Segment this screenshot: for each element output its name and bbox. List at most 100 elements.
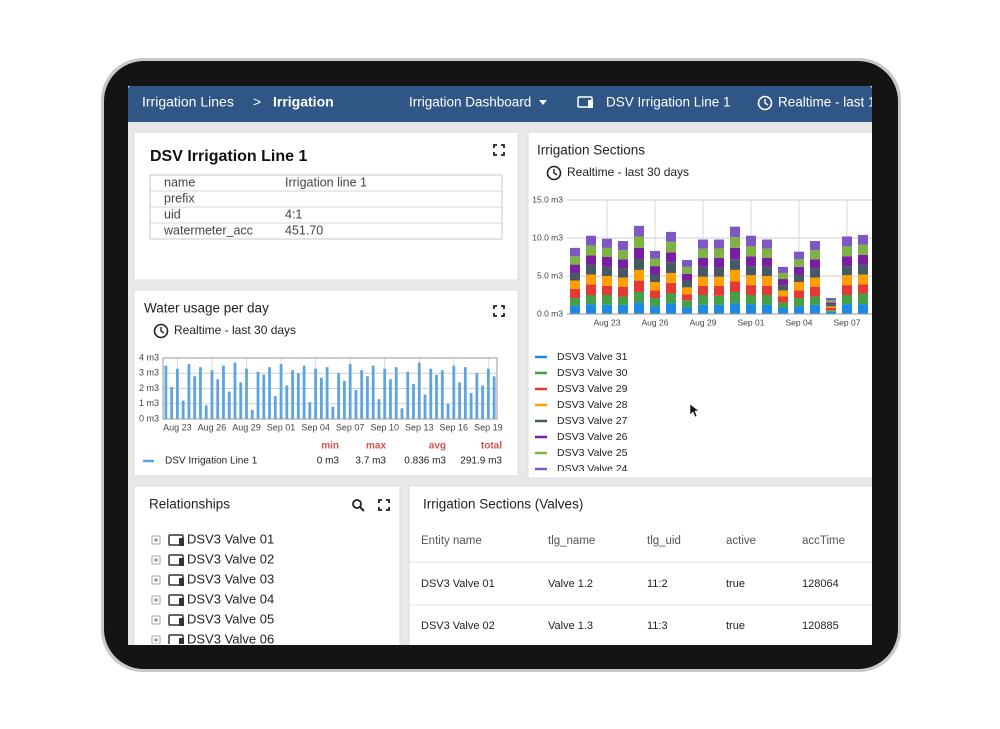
timewindow[interactable]: Realtime - last 1 — [778, 95, 876, 110]
expand-plus[interactable] — [154, 598, 158, 602]
bar-segment — [634, 269, 644, 281]
fullscreen-icon[interactable] — [493, 305, 505, 317]
bar-segment — [666, 272, 676, 283]
bar-segment — [634, 258, 644, 270]
table-cell: true — [726, 578, 745, 590]
bar-segment — [810, 277, 820, 287]
tree-label[interactable]: DSV3 Valve 02 — [187, 551, 274, 566]
search-icon[interactable] — [352, 499, 362, 509]
attribute-value: 4:1 — [285, 207, 302, 221]
x-tick-label: Aug 26 — [198, 422, 227, 432]
expand-plus[interactable] — [154, 538, 158, 542]
breadcrumb-link[interactable]: Irrigation Lines — [142, 94, 234, 110]
bar-segment — [842, 275, 852, 286]
bar — [250, 409, 254, 419]
bar-segment — [618, 296, 628, 305]
bar-segment — [826, 300, 836, 303]
column-header[interactable]: tlg_name — [548, 535, 595, 547]
bar-segment — [618, 277, 628, 287]
tree-label[interactable]: DSV3 Valve 03 — [187, 571, 274, 586]
expand-plus[interactable] — [154, 618, 158, 622]
bar-segment — [650, 258, 660, 267]
x-tick-label: Aug 23 — [594, 317, 621, 327]
bar-segment — [826, 311, 836, 314]
bar-segment — [650, 266, 660, 275]
bar-segment — [794, 282, 804, 291]
expand-plus[interactable] — [154, 578, 158, 582]
bar-segment — [602, 266, 612, 276]
fullscreen-icon[interactable] — [493, 144, 505, 156]
tree-label[interactable]: DSV3 Valve 04 — [187, 591, 274, 606]
bar — [222, 365, 225, 419]
column-header[interactable]: Entity name — [421, 535, 482, 547]
table-cell: 120885 — [802, 620, 839, 632]
column-header[interactable]: accTime — [802, 535, 845, 547]
bar — [187, 364, 191, 419]
tree-label[interactable]: DSV3 Valve 06 — [187, 631, 274, 646]
bar-segment — [794, 259, 804, 267]
tree-item[interactable]: DSV3 Valve 05 — [151, 611, 274, 626]
bar-segment — [826, 310, 836, 312]
column-header[interactable]: active — [726, 535, 756, 547]
expand-plus[interactable] — [154, 558, 158, 562]
tree-item[interactable]: DSV3 Valve 04 — [151, 591, 274, 606]
bar-segment — [602, 304, 612, 314]
device-side — [179, 578, 184, 586]
bar-segment — [602, 285, 612, 295]
bar-segment — [794, 274, 804, 283]
legend-label: DSV3 Valve 30 — [557, 367, 628, 379]
device-side — [179, 558, 184, 566]
bar-segment — [682, 300, 692, 308]
legend-label: DSV3 Valve 25 — [557, 447, 628, 459]
fullscreen-button[interactable] — [378, 499, 390, 511]
bar-segment — [618, 304, 628, 314]
bar — [239, 382, 243, 419]
fullscreen-icon[interactable] — [378, 499, 390, 511]
tree-label[interactable]: DSV3 Valve 05 — [187, 611, 274, 626]
bar-segment — [682, 287, 692, 295]
tree-item[interactable]: DSV3 Valve 03 — [151, 571, 274, 586]
bar-segment — [602, 247, 612, 257]
bar-segment — [570, 256, 580, 265]
fullscreen-button[interactable] — [493, 305, 505, 317]
bar-segment — [858, 274, 868, 285]
tree-item[interactable]: DSV3 Valve 02 — [151, 551, 274, 566]
column-header[interactable]: tlg_uid — [647, 535, 681, 547]
legend-label: DSV3 Valve 27 — [557, 415, 628, 427]
bar-segment — [778, 296, 788, 303]
tree-item[interactable]: DSV3 Valve 06 — [151, 631, 274, 646]
bar — [486, 368, 490, 419]
device-icon — [168, 534, 184, 546]
x-tick-label: Sep 16 — [440, 422, 469, 432]
clock-face — [153, 323, 169, 339]
bar — [446, 403, 450, 419]
attribute-key: name — [164, 175, 195, 189]
attribute-key: uid — [164, 207, 181, 221]
y-tick-label: 5.0 m3 — [537, 270, 563, 280]
bar — [302, 365, 306, 419]
bar-segment — [730, 291, 740, 304]
legend-label: DSV Irrigation Line 1 — [165, 456, 258, 467]
dashboard-select[interactable]: Irrigation Dashboard — [409, 95, 531, 110]
bar — [325, 367, 329, 419]
bar-segment — [666, 231, 676, 242]
entity-select[interactable]: DSV Irrigation Line 1 — [606, 95, 731, 110]
bar — [204, 405, 208, 419]
bar — [210, 370, 214, 419]
table-cell: true — [726, 620, 745, 632]
fullscreen-button[interactable] — [493, 144, 505, 156]
bar-segment — [858, 264, 868, 275]
tree-item[interactable]: DSV3 Valve 01 — [151, 531, 274, 546]
device-side — [179, 638, 184, 644]
bar-segment — [634, 225, 644, 237]
bar-segment — [842, 295, 852, 305]
bar-segment — [666, 252, 676, 263]
bar-segment — [810, 304, 820, 314]
tree-label[interactable]: DSV3 Valve 01 — [187, 531, 274, 546]
expand-plus[interactable] — [154, 638, 158, 642]
bar — [193, 376, 197, 419]
bar-segment — [746, 235, 756, 247]
search-button[interactable] — [352, 499, 365, 512]
widget-title: Irrigation Sections — [537, 143, 645, 158]
search-handle[interactable] — [359, 506, 365, 512]
